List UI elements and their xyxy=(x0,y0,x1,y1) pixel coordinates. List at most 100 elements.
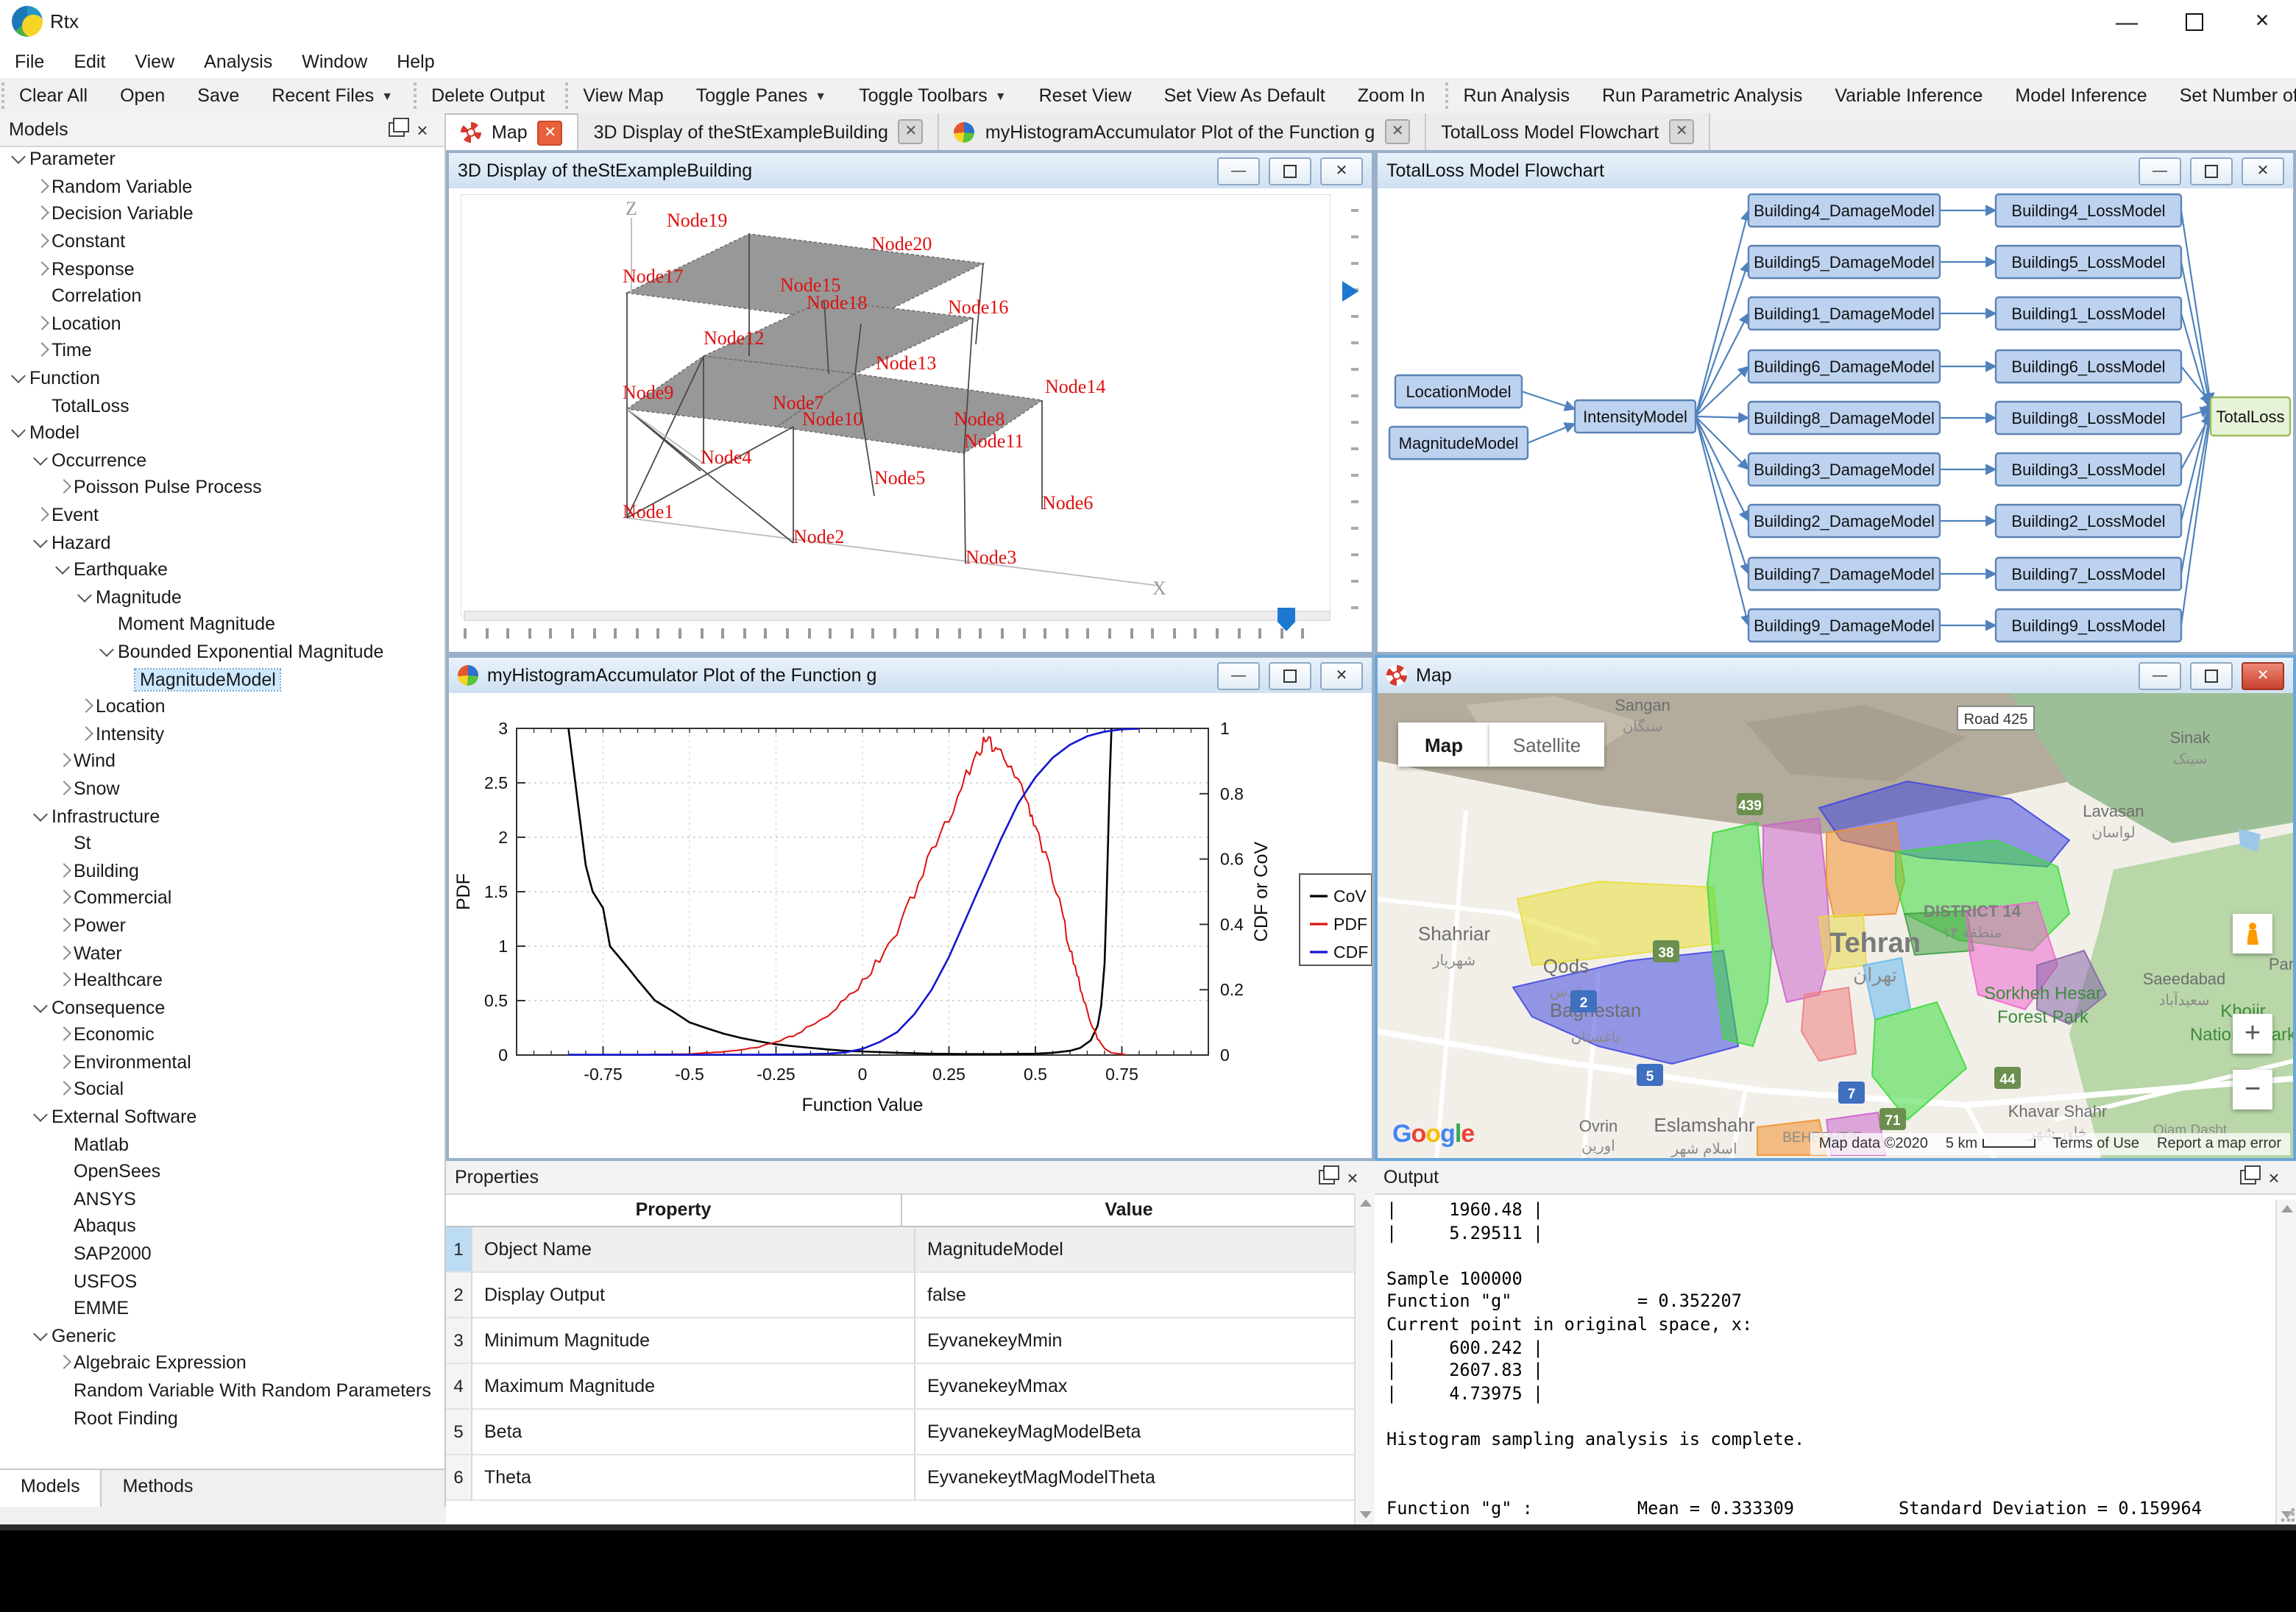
tree-item-commercial[interactable]: Commercial xyxy=(0,884,444,912)
property-row-maximum-magnitude[interactable]: 4Maximum MagnitudeEyvanekeyMmax xyxy=(446,1364,1356,1410)
tree-item-model[interactable]: Model xyxy=(0,419,444,447)
window-maximize-button[interactable] xyxy=(2161,0,2228,44)
tree-item-environmental[interactable]: Environmental xyxy=(0,1048,444,1076)
map-type-map-button[interactable]: Map xyxy=(1398,722,1489,767)
tree-item-intensity[interactable]: Intensity xyxy=(0,720,444,748)
tree-item-poisson-pulse-process[interactable]: Poisson Pulse Process xyxy=(0,474,444,501)
window-map-minimize-button[interactable]: — xyxy=(2139,661,2181,689)
property-row-display-output[interactable]: 2Display Outputfalse xyxy=(446,1273,1356,1318)
tree-item-earthquake[interactable]: Earthquake xyxy=(0,556,444,583)
output-float-button[interactable] xyxy=(2234,1165,2261,1189)
chevron-expanded-icon[interactable] xyxy=(31,997,52,1018)
toolbar-set-number-of-threads[interactable]: Set Number of Threads xyxy=(2166,78,2296,113)
tree-item-matlab[interactable]: Matlab xyxy=(0,1131,444,1158)
chevron-collapsed-icon[interactable] xyxy=(31,505,52,525)
tree-item-sap2000[interactable]: SAP2000 xyxy=(0,1240,444,1268)
toolbar-model-inference[interactable]: Model Inference xyxy=(2002,78,2160,113)
window-3d-restore-button[interactable] xyxy=(1269,157,1311,185)
map-type-satellite-button[interactable]: Satellite xyxy=(1489,722,1604,767)
tab-close-icon[interactable]: ✕ xyxy=(538,120,563,145)
tree-item-root-finding[interactable]: Root Finding xyxy=(0,1405,444,1432)
resize-grip[interactable] xyxy=(2280,1508,2295,1523)
window-close-button[interactable]: × xyxy=(2228,0,2296,44)
models-float-button[interactable] xyxy=(383,118,409,141)
property-row-object-name[interactable]: 1Object NameMagnitudeModel xyxy=(446,1227,1356,1273)
output-close-button[interactable]: × xyxy=(2261,1165,2287,1189)
menu-help[interactable]: Help xyxy=(382,46,449,76)
chevron-expanded-icon[interactable] xyxy=(9,149,29,170)
tree-item-emme[interactable]: EMME xyxy=(0,1295,444,1322)
chevron-collapsed-icon[interactable] xyxy=(53,915,74,936)
toolbar-open[interactable]: Open xyxy=(107,78,178,113)
mdi-tab-3d-display-of-thestexamplebuil[interactable]: 3D Display of theStExampleBuilding✕ xyxy=(579,113,940,150)
tree-item-time[interactable]: Time xyxy=(0,337,444,364)
tree-item-magnitudemodel[interactable]: MagnitudeModel xyxy=(0,666,444,693)
property-value[interactable]: EyvanekeyMagModelBeta xyxy=(915,1410,1356,1454)
chevron-expanded-icon[interactable] xyxy=(97,642,118,662)
toolbar-reset-view[interactable]: Reset View xyxy=(1026,78,1145,113)
toolbar-delete-output[interactable]: Delete Output xyxy=(418,78,558,113)
chevron-expanded-icon[interactable] xyxy=(31,806,52,826)
tree-item-healthcare[interactable]: Healthcare xyxy=(0,967,444,994)
window-minimize-button[interactable]: — xyxy=(2093,0,2161,44)
menu-view[interactable]: View xyxy=(120,46,189,76)
chevron-collapsed-icon[interactable] xyxy=(53,860,74,881)
chevron-expanded-icon[interactable] xyxy=(31,1326,52,1346)
window-plot-minimize-button[interactable]: — xyxy=(1217,661,1260,689)
chevron-collapsed-icon[interactable] xyxy=(53,970,74,990)
chevron-collapsed-icon[interactable] xyxy=(75,696,96,717)
chevron-collapsed-icon[interactable] xyxy=(31,177,52,197)
tree-item-snow[interactable]: Snow xyxy=(0,775,444,802)
property-value[interactable]: MagnitudeModel xyxy=(915,1227,1356,1271)
chevron-collapsed-icon[interactable] xyxy=(53,942,74,963)
chevron-collapsed-icon[interactable] xyxy=(53,1025,74,1045)
window-flowchart-titlebar[interactable]: TotalLoss Model Flowchart — ✕ xyxy=(1378,153,2293,190)
tree-item-external-software[interactable]: External Software xyxy=(0,1104,444,1131)
tree-item-location[interactable]: Location xyxy=(0,310,444,337)
tree-item-algebraic-expression[interactable]: Algebraic Expression xyxy=(0,1349,444,1377)
map-terms-link[interactable]: Terms of Use xyxy=(2052,1136,2139,1152)
mdi-tab-map[interactable]: Map✕ xyxy=(446,113,579,150)
property-value[interactable]: EyvanekeyMmin xyxy=(915,1318,1356,1363)
chevron-expanded-icon[interactable] xyxy=(31,1107,52,1127)
tree-item-occurrence[interactable]: Occurrence xyxy=(0,447,444,474)
flowchart-canvas[interactable]: Building4_DamageModelBuilding4_LossModel… xyxy=(1378,188,2293,652)
toolbar-run-analysis[interactable]: Run Analysis xyxy=(1450,78,1583,113)
window-3d-minimize-button[interactable]: — xyxy=(1217,157,1260,185)
3d-slider-handle[interactable] xyxy=(1342,281,1358,302)
building-3d-view[interactable]: ZXNode19Node20Node17Node15Node18Node16No… xyxy=(461,194,1331,617)
column-header-property[interactable]: Property xyxy=(446,1193,902,1226)
menu-file[interactable]: File xyxy=(0,46,59,76)
tab-close-icon[interactable]: ✕ xyxy=(899,119,924,144)
toolbar-toggle-toolbars[interactable]: Toggle Toolbars▼ xyxy=(846,78,1020,113)
tree-item-decision-variable[interactable]: Decision Variable xyxy=(0,200,444,227)
pegman-button[interactable] xyxy=(2233,914,2272,954)
toolbar-clear-all[interactable]: Clear All xyxy=(6,78,101,113)
properties-scrollbar[interactable] xyxy=(1354,1193,1375,1524)
dock-tab-models[interactable]: Models xyxy=(0,1470,102,1508)
chevron-collapsed-icon[interactable] xyxy=(31,313,52,334)
tree-item-power[interactable]: Power xyxy=(0,912,444,939)
properties-float-button[interactable] xyxy=(1313,1165,1339,1189)
function-plot[interactable]: -0.75-0.5-0.2500.250.50.7500.511.522.530… xyxy=(449,693,1372,1158)
map-zoom-out-button[interactable]: − xyxy=(2233,1070,2272,1109)
tree-item-hazard[interactable]: Hazard xyxy=(0,529,444,556)
dock-tab-methods[interactable]: Methods xyxy=(102,1470,214,1508)
property-row-beta[interactable]: 5BetaEyvanekeyMagModelBeta xyxy=(446,1410,1356,1455)
chevron-collapsed-icon[interactable] xyxy=(53,1353,74,1374)
chevron-collapsed-icon[interactable] xyxy=(53,778,74,799)
map-canvas[interactable]: SanganسنگانSinakسینکLavasanلواسانSaeedab… xyxy=(1378,693,2293,1158)
toolbar-view-map[interactable]: View Map xyxy=(570,78,676,113)
tree-item-consequence[interactable]: Consequence xyxy=(0,994,444,1021)
tree-item-parameter[interactable]: Parameter xyxy=(0,146,444,173)
toolbar-save[interactable]: Save xyxy=(184,78,252,113)
chevron-collapsed-icon[interactable] xyxy=(53,1052,74,1073)
menu-analysis[interactable]: Analysis xyxy=(189,46,287,76)
window-plot-titlebar[interactable]: myHistogramAccumulator Plot of the Funct… xyxy=(449,658,1372,695)
tree-item-economic[interactable]: Economic xyxy=(0,1021,444,1048)
chevron-collapsed-icon[interactable] xyxy=(75,724,96,745)
menu-edit[interactable]: Edit xyxy=(59,46,120,76)
models-close-button[interactable]: × xyxy=(409,118,436,141)
property-value[interactable]: false xyxy=(915,1273,1356,1317)
column-header-value[interactable]: Value xyxy=(902,1193,1356,1226)
